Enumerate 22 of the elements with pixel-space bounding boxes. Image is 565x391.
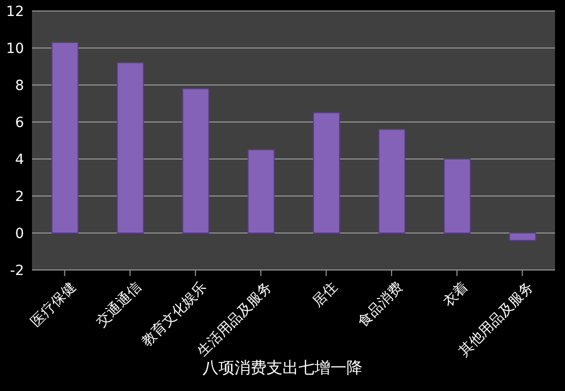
bar: [248, 149, 275, 234]
x-tick-label: 食品消费: [355, 279, 406, 330]
y-tick-label: 6: [15, 114, 24, 131]
y-tick-label: -2: [10, 262, 24, 279]
bar: [52, 42, 78, 234]
bar: [313, 112, 340, 234]
x-tick-label: 衣着: [440, 279, 472, 310]
y-tick-label: 12: [6, 4, 24, 20]
bar: [509, 232, 536, 241]
y-tick-label: 4: [15, 152, 24, 168]
y-tick-label: 0: [15, 226, 24, 242]
text: 八项消费支出七增一降: [202, 358, 364, 379]
x-tick-label: 交通通信: [94, 279, 145, 330]
bar: [444, 158, 471, 234]
bar: [182, 88, 210, 234]
y-tick-label: 2: [15, 188, 24, 205]
x-tick-label: 居住: [310, 279, 341, 310]
x-tick-label: 医疗保健: [28, 279, 80, 330]
bar: [378, 128, 406, 234]
y-tick-label: 8: [15, 78, 24, 94]
bar: [116, 62, 144, 234]
y-tick-label: 10: [6, 40, 24, 57]
